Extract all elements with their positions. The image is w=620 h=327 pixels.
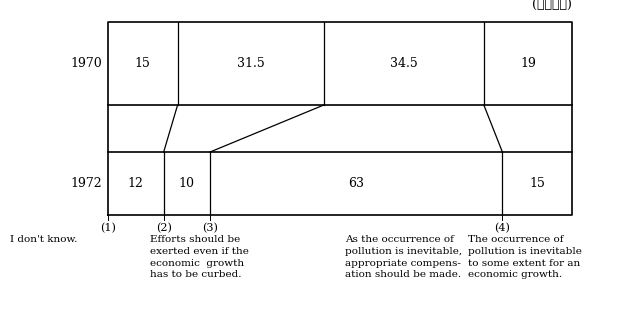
Text: 19: 19 — [520, 57, 536, 70]
Text: 15: 15 — [529, 177, 545, 190]
Text: (4): (4) — [495, 223, 510, 233]
Text: As the occurrence of
pollution is inevitable,
appropriate compens-
ation should : As the occurrence of pollution is inevit… — [345, 235, 462, 279]
Text: 1972: 1972 — [71, 177, 102, 190]
Text: (3): (3) — [202, 223, 218, 233]
Text: The occurrence of
pollution is inevitable
to some extent for an
economic growth.: The occurrence of pollution is inevitabl… — [468, 235, 582, 279]
Text: Efforts should be
exerted even if the
economic  growth
has to be curbed.: Efforts should be exerted even if the ec… — [150, 235, 249, 279]
Text: 15: 15 — [135, 57, 151, 70]
Text: I don't know.: I don't know. — [10, 235, 78, 244]
Text: (2): (2) — [156, 223, 172, 233]
Text: 10: 10 — [179, 177, 195, 190]
Text: (単位：％): (単位：％) — [532, 0, 572, 12]
Text: 63: 63 — [348, 177, 364, 190]
Text: 1970: 1970 — [70, 57, 102, 70]
Text: (1): (1) — [100, 223, 116, 233]
Text: 34.5: 34.5 — [390, 57, 418, 70]
Text: 12: 12 — [128, 177, 144, 190]
Text: 31.5: 31.5 — [237, 57, 265, 70]
